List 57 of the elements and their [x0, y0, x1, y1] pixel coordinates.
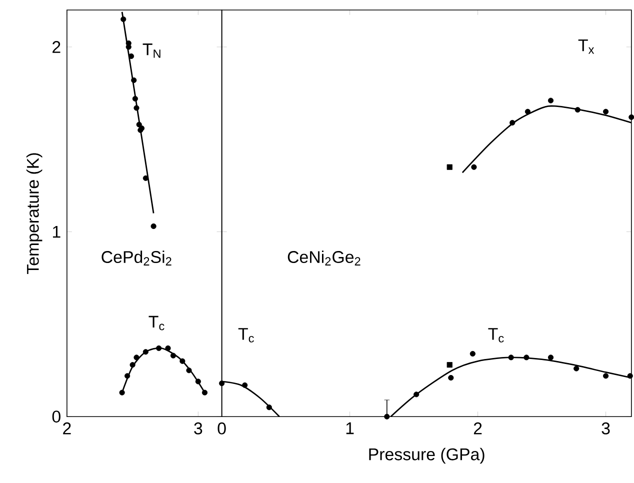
point	[180, 358, 186, 364]
x-tick-label: 0	[218, 422, 226, 435]
point	[242, 382, 248, 388]
annotation: CePd$_{2}$Si$_{2}$	[102, 250, 172, 266]
point	[134, 105, 140, 111]
point	[142, 176, 148, 182]
point	[603, 373, 609, 379]
point	[446, 164, 452, 170]
point	[446, 362, 452, 368]
point	[119, 390, 125, 396]
point	[124, 373, 130, 379]
point	[574, 107, 580, 113]
point	[150, 224, 156, 230]
point	[448, 375, 454, 381]
point	[142, 349, 148, 355]
point	[134, 354, 140, 360]
y-tick-label: 1	[52, 226, 60, 238]
point	[170, 353, 176, 359]
point	[414, 392, 420, 398]
point	[470, 351, 476, 357]
y-tick-label: 2	[52, 41, 60, 54]
x-tick-label: 3	[194, 422, 202, 435]
point	[384, 414, 390, 420]
point	[603, 109, 609, 115]
annotation: T$_{x}$	[578, 40, 594, 54]
x-axis-title: Pressure (GPa)	[369, 448, 484, 464]
point	[510, 120, 516, 126]
point	[471, 164, 477, 170]
x-tick-label: 3	[602, 422, 610, 435]
annotation: T$_{c}$	[238, 328, 254, 343]
point	[266, 404, 272, 410]
point	[128, 54, 134, 60]
point	[130, 362, 136, 368]
point	[165, 346, 171, 352]
point	[202, 390, 208, 396]
point	[131, 78, 137, 84]
annotation: CeNi$_{2}$Ge$_{2}$	[288, 250, 360, 266]
point	[524, 109, 531, 115]
point	[508, 354, 514, 360]
point	[524, 354, 530, 360]
annotation: T$_{c}$	[488, 328, 504, 343]
point	[574, 366, 580, 372]
x-tick-label: 1	[346, 422, 354, 434]
x-tick-label: 2	[474, 422, 482, 434]
point	[548, 98, 554, 104]
point	[548, 354, 554, 360]
point	[120, 16, 126, 22]
x-tick-label: 2	[63, 422, 71, 434]
y-axis-title: Temperature (K)	[26, 153, 42, 274]
y-tick-label: 0	[52, 410, 60, 423]
point	[186, 368, 192, 374]
point	[132, 96, 138, 102]
annotation: T$_{N}$	[142, 44, 160, 58]
point	[195, 378, 201, 385]
point	[218, 380, 225, 386]
point	[156, 346, 162, 352]
annotation: T$_{c}$	[148, 316, 164, 330]
